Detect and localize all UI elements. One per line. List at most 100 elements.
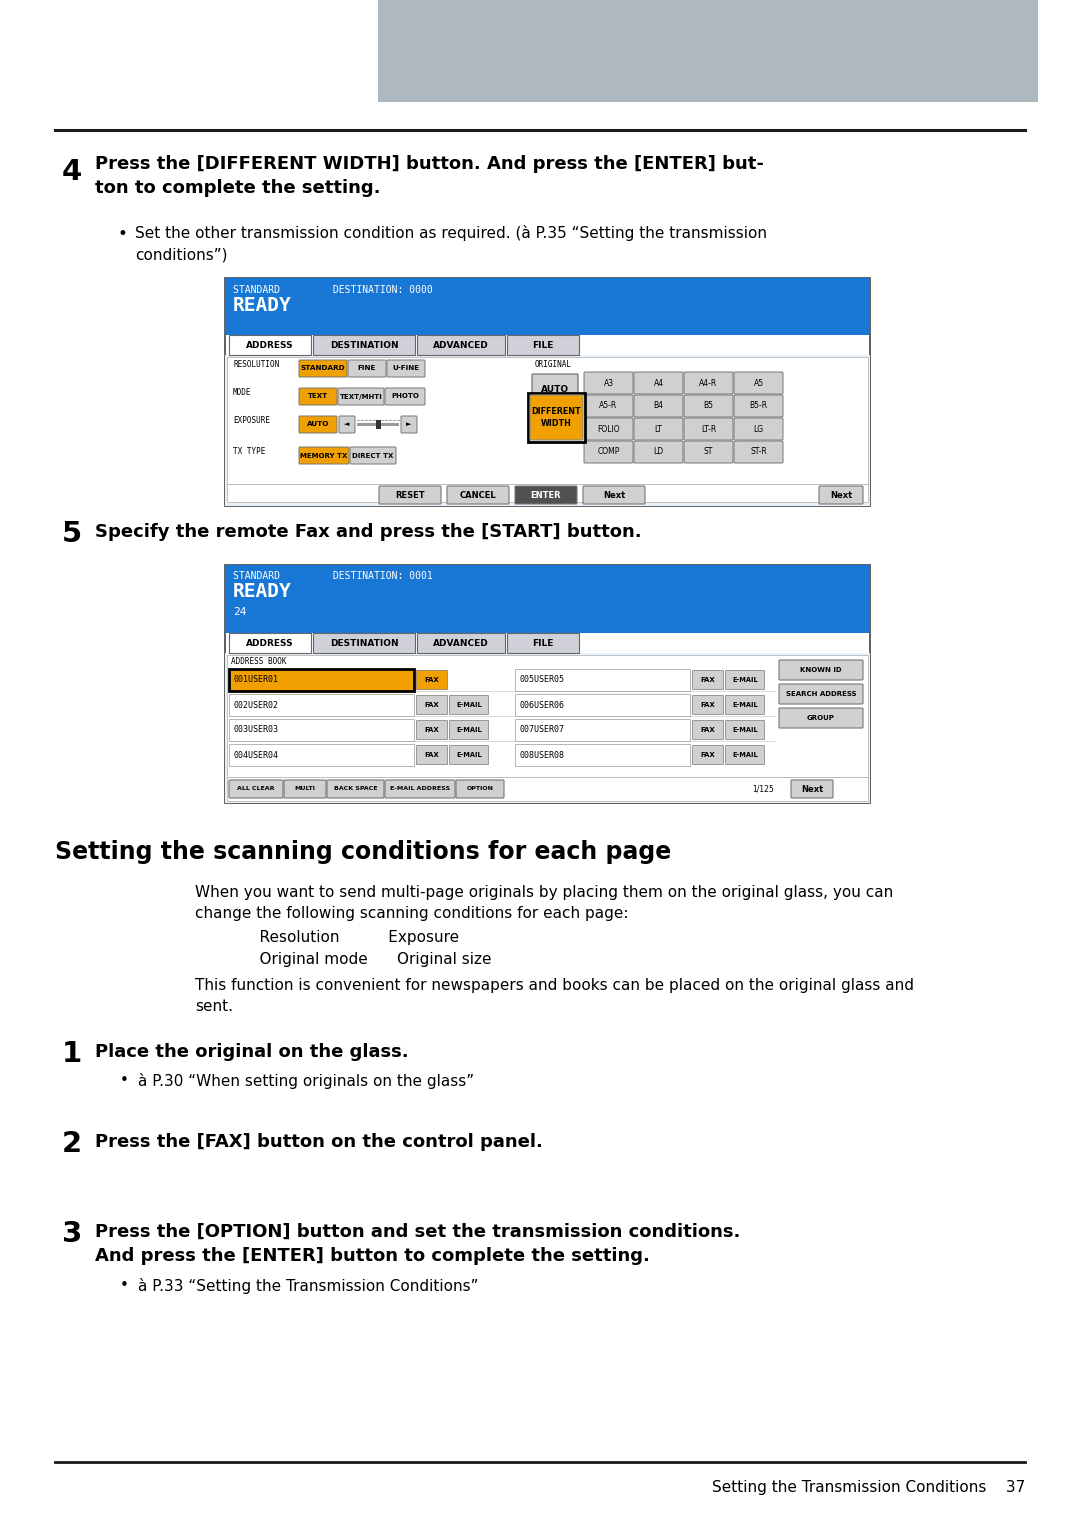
FancyBboxPatch shape	[692, 670, 724, 690]
Text: OPTION: OPTION	[467, 786, 494, 792]
Text: 2: 2	[62, 1129, 82, 1158]
Text: 1/125: 1/125	[752, 784, 773, 794]
Text: FILE: FILE	[532, 638, 554, 647]
Text: FAX: FAX	[424, 702, 440, 708]
Text: •: •	[120, 1277, 129, 1293]
Text: PHOTO: PHOTO	[391, 394, 419, 400]
Text: MODE: MODE	[233, 388, 252, 397]
Bar	[515, 668, 690, 691]
FancyBboxPatch shape	[417, 720, 447, 740]
Text: FOLIO: FOLIO	[597, 424, 620, 433]
FancyBboxPatch shape	[530, 395, 583, 439]
FancyBboxPatch shape	[726, 746, 765, 765]
Bar	[376, 420, 381, 429]
Text: B4: B4	[653, 401, 663, 410]
Bar	[515, 719, 690, 742]
FancyBboxPatch shape	[299, 388, 337, 404]
Bar	[229, 719, 414, 742]
Text: TX TYPE: TX TYPE	[233, 447, 266, 456]
Text: E-MAIL: E-MAIL	[456, 702, 482, 708]
Text: TEXT: TEXT	[308, 394, 328, 400]
FancyBboxPatch shape	[515, 485, 577, 504]
FancyBboxPatch shape	[417, 746, 447, 765]
Text: Press the [FAX] button on the control panel.: Press the [FAX] button on the control pa…	[95, 1132, 543, 1151]
Text: A4-R: A4-R	[700, 378, 717, 388]
Text: RESOLUTION: RESOLUTION	[233, 360, 280, 369]
Text: FAX: FAX	[701, 678, 715, 684]
FancyBboxPatch shape	[779, 708, 863, 728]
Text: E-MAIL: E-MAIL	[732, 752, 758, 758]
Bar	[378, 0, 1038, 102]
Text: FAX: FAX	[424, 678, 440, 684]
Text: U-FINE: U-FINE	[392, 366, 419, 371]
Text: Press the [DIFFERENT WIDTH] button. And press the [ENTER] but-
ton to complete t: Press the [DIFFERENT WIDTH] button. And …	[95, 156, 764, 197]
FancyBboxPatch shape	[299, 447, 349, 464]
FancyBboxPatch shape	[692, 720, 724, 740]
Bar	[515, 745, 690, 766]
Bar	[417, 336, 505, 356]
FancyBboxPatch shape	[734, 395, 783, 417]
FancyBboxPatch shape	[583, 485, 645, 504]
Text: When you want to send multi-page originals by placing them on the original glass: When you want to send multi-page origina…	[195, 885, 893, 922]
Text: AUTO: AUTO	[541, 385, 569, 394]
FancyBboxPatch shape	[779, 661, 863, 681]
FancyBboxPatch shape	[379, 485, 441, 504]
Text: MEMORY TX: MEMORY TX	[300, 453, 348, 458]
Text: 003USER03: 003USER03	[234, 725, 279, 734]
FancyBboxPatch shape	[584, 372, 633, 394]
Text: ADDRESS BOOK: ADDRESS BOOK	[231, 658, 286, 665]
Text: FILE: FILE	[532, 340, 554, 349]
Text: E-MAIL: E-MAIL	[732, 678, 758, 684]
Text: ADVANCED: ADVANCED	[433, 638, 489, 647]
Text: ►: ►	[406, 421, 411, 427]
Text: E-MAIL: E-MAIL	[456, 752, 482, 758]
Text: DIRECT TX: DIRECT TX	[352, 453, 394, 458]
Text: ST: ST	[704, 447, 713, 456]
FancyBboxPatch shape	[584, 395, 633, 417]
Text: •: •	[117, 224, 126, 243]
FancyBboxPatch shape	[327, 780, 384, 798]
Text: •: •	[120, 1073, 129, 1088]
FancyBboxPatch shape	[417, 670, 447, 690]
Text: E-MAIL: E-MAIL	[456, 726, 482, 732]
FancyBboxPatch shape	[684, 418, 733, 439]
FancyBboxPatch shape	[634, 395, 683, 417]
Bar	[515, 694, 690, 716]
Text: A3: A3	[604, 378, 613, 388]
FancyBboxPatch shape	[734, 418, 783, 439]
Text: FAX: FAX	[701, 702, 715, 708]
Text: STANDARD         DESTINATION: 0000: STANDARD DESTINATION: 0000	[233, 285, 433, 295]
FancyBboxPatch shape	[229, 780, 283, 798]
FancyBboxPatch shape	[384, 780, 455, 798]
Bar	[417, 633, 505, 653]
FancyBboxPatch shape	[734, 372, 783, 394]
Text: READY: READY	[233, 296, 292, 314]
Text: BACK SPACE: BACK SPACE	[334, 786, 377, 792]
Text: RESET: RESET	[395, 490, 424, 499]
Text: DESTINATION: DESTINATION	[329, 638, 399, 647]
Text: STANDARD: STANDARD	[300, 366, 346, 371]
FancyBboxPatch shape	[449, 696, 488, 714]
Text: E-MAIL ADDRESS: E-MAIL ADDRESS	[390, 786, 450, 792]
FancyBboxPatch shape	[532, 374, 578, 404]
Text: ADDRESS: ADDRESS	[246, 638, 294, 647]
Text: ◄: ◄	[345, 421, 350, 427]
FancyBboxPatch shape	[338, 388, 384, 404]
Text: B5-R: B5-R	[750, 401, 768, 410]
Text: This function is convenient for newspapers and books can be placed on the origin: This function is convenient for newspape…	[195, 978, 914, 1013]
FancyBboxPatch shape	[584, 441, 633, 462]
FancyBboxPatch shape	[692, 746, 724, 765]
FancyBboxPatch shape	[819, 485, 863, 504]
Text: FAX: FAX	[424, 752, 440, 758]
Text: Set the other transmission condition as required. (à P.35 “Setting the transmiss: Set the other transmission condition as …	[135, 224, 767, 262]
Text: CANCEL: CANCEL	[460, 490, 497, 499]
Text: ORIGINAL: ORIGINAL	[535, 360, 572, 369]
Text: DESTINATION: DESTINATION	[329, 340, 399, 349]
Bar	[229, 336, 311, 356]
Text: EXPOSURE: EXPOSURE	[233, 417, 270, 426]
Bar	[225, 653, 870, 803]
Bar	[507, 633, 579, 653]
FancyBboxPatch shape	[387, 360, 426, 377]
FancyBboxPatch shape	[726, 670, 765, 690]
Text: ADDRESS: ADDRESS	[246, 340, 294, 349]
